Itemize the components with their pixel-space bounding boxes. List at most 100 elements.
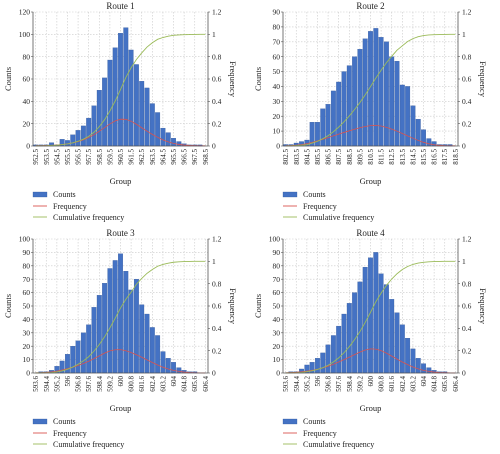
chart-title: Route 1: [106, 1, 134, 11]
histogram-bar: [330, 90, 336, 147]
histogram-bar: [96, 295, 102, 374]
histogram-bar: [75, 130, 81, 147]
y2-axis-label: Frequency: [228, 288, 238, 325]
x-tick-label: 598.4: [96, 376, 104, 392]
x-tick-label: 813.5: [399, 149, 407, 165]
x-tick-label: 604: [170, 376, 178, 387]
cumulative-frequency-line: [285, 260, 456, 374]
x-tick-label: 599.2: [106, 376, 114, 392]
histogram-bar: [155, 335, 161, 374]
x-axis-label: Group: [110, 176, 132, 186]
histogram-bar: [389, 299, 395, 374]
legend-label-frequency: Frequency: [303, 202, 337, 211]
histogram-bar: [341, 71, 347, 147]
x-tick-label: 967.5: [191, 149, 199, 165]
y-tick-label: 0: [26, 142, 30, 151]
x-tick-label: 807.5: [335, 149, 343, 165]
frequency-line: [35, 349, 206, 374]
legend-label-frequency: Frequency: [303, 429, 337, 438]
x-axis-label: Group: [360, 176, 382, 186]
histogram-bar: [171, 362, 176, 374]
histogram-bar: [320, 108, 326, 147]
x-tick-label: 957.5: [85, 149, 93, 165]
cumulative-frequency-line: [285, 33, 456, 147]
y-tick-label: 30: [273, 97, 281, 106]
y-tick-label: 40: [23, 97, 31, 106]
x-tick-label: 604: [420, 376, 428, 387]
x-tick-label: 814.5: [409, 149, 417, 165]
x-tick-label: 600.8: [128, 376, 136, 392]
histogram-bar: [91, 105, 97, 147]
y-tick-label: 70: [273, 275, 281, 284]
x-tick-label: 956.5: [75, 149, 83, 165]
histogram-bar: [421, 129, 426, 147]
x-tick-label: 952.5: [32, 149, 40, 165]
y-tick-label: 0: [276, 142, 280, 151]
y-tick-label: 60: [23, 288, 31, 297]
histogram-bar: [315, 122, 320, 147]
x-tick-label: 954.5: [53, 149, 61, 165]
x-tick-label: 596.8: [75, 376, 83, 392]
x-tick-label: 593.6: [32, 376, 40, 392]
x-tick-label: 605.6: [441, 376, 449, 392]
histogram-bar: [70, 134, 76, 147]
y-tick-label: 50: [23, 302, 31, 311]
x-tick-label: 594.4: [293, 376, 301, 392]
x-tick-label: 818.5: [452, 149, 460, 165]
x-tick-label: 816.5: [431, 149, 439, 165]
y2-tick-label: 0.2: [462, 119, 472, 128]
x-tick-label: 802.5: [282, 149, 290, 165]
y2-tick-label: 0: [462, 369, 466, 378]
y-tick-label: 80: [23, 261, 31, 270]
histogram-bar: [149, 103, 155, 147]
histogram-bar: [341, 313, 347, 374]
y-tick-label: 10: [273, 127, 281, 136]
frequency-line: [285, 125, 456, 147]
y-tick-label: 40: [23, 315, 31, 324]
x-tick-label: 966.5: [181, 149, 189, 165]
x-tick-label: 959.5: [106, 149, 114, 165]
histogram-bar: [123, 271, 129, 374]
x-tick-label: 962.5: [138, 149, 146, 165]
histogram-bar: [144, 87, 150, 147]
histogram-bar: [399, 324, 405, 374]
y-tick-label: 90: [273, 8, 281, 17]
histogram-bar: [112, 260, 118, 374]
histogram-bar: [325, 344, 331, 374]
y2-tick-label: 0.4: [212, 97, 222, 106]
histogram-bar: [91, 307, 97, 374]
y2-tick-label: 0.2: [462, 346, 472, 355]
x-tick-label: 817.5: [441, 149, 449, 165]
legend-label-counts: Counts: [53, 417, 76, 426]
histogram-bar: [373, 28, 379, 147]
histogram-bar: [133, 64, 139, 147]
x-tick-label: 960.5: [117, 149, 125, 165]
histogram-bar: [171, 138, 176, 147]
y2-tick-label: 0.8: [212, 279, 222, 288]
y-tick-label: 0: [26, 369, 30, 378]
x-tick-label: 953.5: [43, 149, 51, 165]
histogram-bar: [426, 138, 432, 147]
chart-panel-3: Route 3 0 10 20 30 40 50 60 70 80 90 100 0 0.2 0.4 0.6 0…: [3, 228, 238, 449]
histogram-bar: [378, 273, 384, 374]
legend-label-frequency: Frequency: [53, 429, 87, 438]
x-tick-label: 955.5: [64, 149, 72, 165]
histogram-bar: [107, 59, 113, 147]
x-tick-label: 596.8: [325, 376, 333, 392]
histogram-bar: [118, 253, 123, 374]
histogram-bar: [394, 60, 400, 147]
y-tick-label: 80: [23, 52, 31, 61]
histogram-bar: [128, 49, 134, 147]
y-tick-label: 60: [273, 288, 281, 297]
x-tick-label: 600: [367, 376, 375, 387]
chart-title: Route 2: [356, 1, 384, 11]
y2-tick-label: 0.8: [462, 52, 472, 61]
histogram-bar: [86, 117, 92, 147]
x-tick-label: 600.8: [378, 376, 386, 392]
x-tick-label: 598.4: [346, 376, 354, 392]
x-tick-label: 812.5: [388, 149, 396, 165]
y-tick-label: 0: [276, 369, 280, 378]
x-tick-label: 602.4: [399, 376, 407, 392]
